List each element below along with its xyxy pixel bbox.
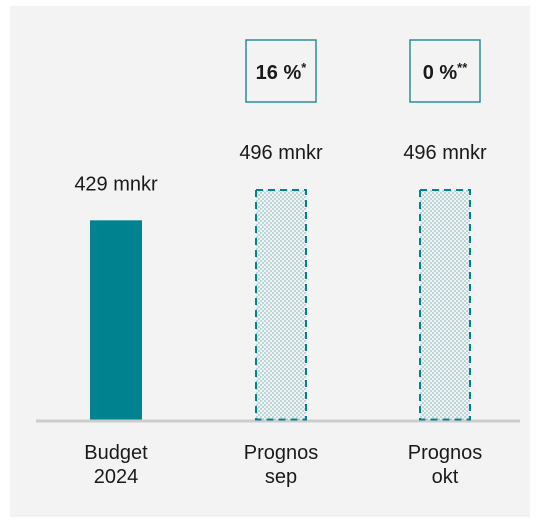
- value-label-1: 496 mnkr: [239, 142, 323, 164]
- category-label-2: Prognos okt: [408, 442, 483, 488]
- change-badge-text-2: 0 %**: [423, 60, 469, 84]
- value-label-2: 496 mnkr: [403, 142, 487, 164]
- value-label-0: 429 mnkr: [74, 173, 158, 195]
- bar-0: [90, 220, 142, 420]
- bar-2: [419, 188, 471, 421]
- category-label-0: Budget 2024: [84, 442, 148, 488]
- change-badge-1: [245, 39, 317, 103]
- bar-1: [255, 188, 307, 421]
- change-badge-2: [409, 39, 481, 103]
- category-label-1: Prognos sep: [244, 442, 319, 488]
- change-badge-text-1: 16 %*: [256, 60, 308, 84]
